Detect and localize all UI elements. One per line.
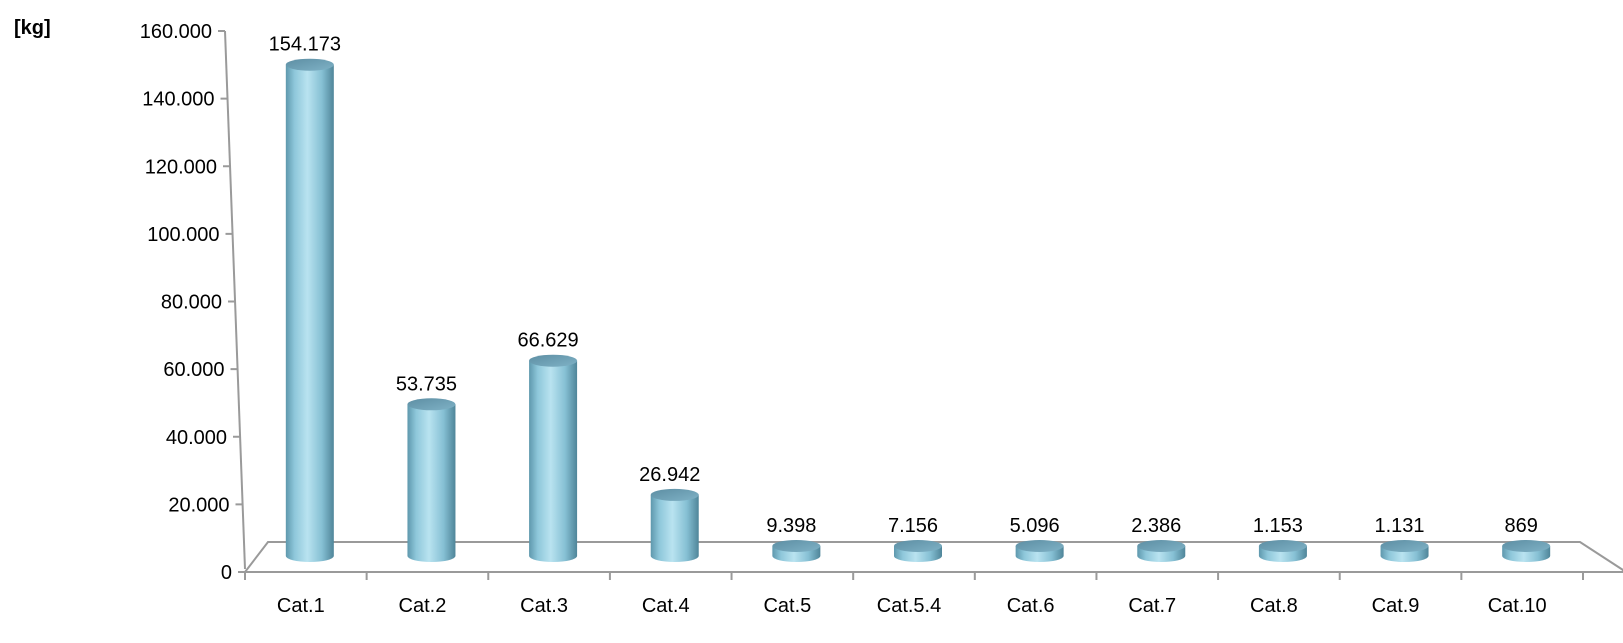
bar [894,540,942,562]
category-label: Cat.5 [763,595,811,617]
category-labels: Cat.1 Cat.2 Cat.3 Cat.4 Cat.5 Cat.5.4 Cat.6 Cat… [277,595,1547,617]
y-tick-label: 0 [221,562,232,584]
y-axis-back-edge [224,30,246,570]
y-axis-unit-label: [kg] [14,17,51,39]
data-label: 26.942 [639,464,700,486]
y-tick-label: 60.000 [163,359,224,381]
y-axis-ticks: 0 20.000 40.000 60.000 80.000 100.000 120.000 1… [140,21,245,584]
category-label: Cat.1 [277,595,325,617]
data-label: 154.173 [269,34,341,56]
bar [529,354,578,562]
data-label: 7.156 [888,515,938,537]
data-labels: 154.173 53.735 66.629 26.942 9.398 7.156 5.096… [269,34,1538,537]
category-label: Cat.2 [399,595,447,617]
category-label: Cat.5.4 [877,595,941,617]
data-label: 9.398 [766,515,816,537]
category-label: Cat.6 [1007,595,1055,617]
category-label: Cat.4 [642,595,690,617]
bar [772,540,821,562]
data-label: 1.153 [1253,515,1303,537]
data-label: 2.386 [1131,515,1181,537]
bar [1258,540,1307,562]
category-label: Cat.7 [1128,595,1176,617]
category-label: Cat.9 [1372,595,1420,617]
y-tick-label: 100.000 [147,224,219,246]
data-label: 66.629 [518,330,579,352]
x-axis-ticks [244,572,1584,580]
category-label: Cat.8 [1250,595,1298,617]
bar [1502,540,1551,562]
category-label: Cat.3 [520,595,568,617]
data-label: 869 [1504,515,1537,537]
y-tick-label: 80.000 [161,292,222,314]
y-tick-label: 120.000 [145,156,217,178]
bar [1015,540,1064,562]
y-tick-label: 40.000 [166,427,227,449]
data-label: 5.096 [1010,515,1060,537]
y-tick-label: 20.000 [168,494,229,516]
y-tick-label: 160.000 [140,21,212,43]
bar-series [285,58,1551,562]
bar [1380,540,1429,562]
bar [650,488,699,562]
bar [285,58,334,562]
category-label: Cat.10 [1488,595,1547,617]
bar [1137,540,1186,562]
data-label: 1.131 [1375,515,1425,537]
y-tick-label: 140.000 [142,89,214,111]
data-label: 53.735 [396,373,457,395]
bar [407,398,456,562]
